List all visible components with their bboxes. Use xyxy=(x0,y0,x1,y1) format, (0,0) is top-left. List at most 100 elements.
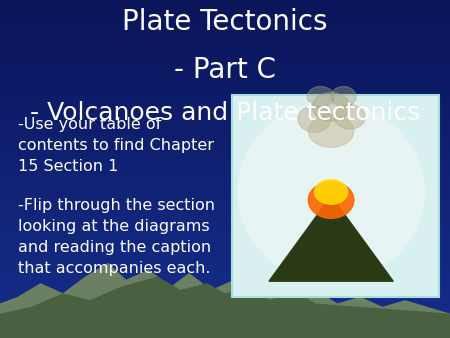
Bar xyxy=(0,237,450,238)
Bar xyxy=(0,252,450,254)
Bar xyxy=(0,134,450,135)
Ellipse shape xyxy=(298,106,331,132)
Bar xyxy=(0,287,450,289)
Bar xyxy=(0,243,450,245)
Bar xyxy=(0,7,450,8)
Polygon shape xyxy=(0,264,450,338)
Bar xyxy=(0,78,450,79)
Bar xyxy=(0,68,450,69)
Bar xyxy=(0,181,450,183)
Bar xyxy=(0,34,450,35)
Bar xyxy=(0,14,450,15)
Bar xyxy=(0,313,450,314)
Bar xyxy=(0,101,450,103)
Bar xyxy=(0,286,450,287)
Bar xyxy=(0,306,450,308)
Bar xyxy=(0,275,450,277)
Bar xyxy=(0,51,450,52)
Bar xyxy=(0,152,450,154)
Bar xyxy=(0,125,450,127)
FancyBboxPatch shape xyxy=(232,95,439,297)
Bar xyxy=(0,117,450,118)
Bar xyxy=(0,216,450,218)
Bar xyxy=(0,84,450,86)
Ellipse shape xyxy=(307,87,334,107)
Bar xyxy=(0,122,450,123)
Bar xyxy=(0,5,450,7)
Bar xyxy=(0,328,450,330)
Bar xyxy=(0,270,450,272)
Bar xyxy=(0,204,450,206)
Text: - Volcanoes and Plate tectonics: - Volcanoes and Plate tectonics xyxy=(30,101,420,125)
Bar xyxy=(0,259,450,260)
Bar xyxy=(0,189,450,191)
Bar xyxy=(0,110,450,112)
Bar xyxy=(0,210,450,211)
Bar xyxy=(0,198,450,199)
Bar xyxy=(0,274,450,275)
Bar xyxy=(0,162,450,164)
Bar xyxy=(0,137,450,139)
Bar xyxy=(0,284,450,286)
Ellipse shape xyxy=(331,87,356,107)
Bar xyxy=(0,208,450,210)
Ellipse shape xyxy=(312,93,350,121)
Bar xyxy=(0,301,450,303)
Bar xyxy=(0,54,450,56)
Bar xyxy=(0,32,450,34)
Bar xyxy=(0,154,450,155)
Bar xyxy=(0,49,450,51)
Ellipse shape xyxy=(334,105,365,129)
Bar xyxy=(0,81,450,83)
Bar xyxy=(0,115,450,117)
Bar xyxy=(0,132,450,134)
Bar xyxy=(0,118,450,120)
Bar xyxy=(0,103,450,105)
Bar xyxy=(0,172,450,174)
Bar xyxy=(0,127,450,128)
Bar xyxy=(0,193,450,194)
Bar xyxy=(0,98,450,100)
Bar xyxy=(0,61,450,63)
Text: -Use your table of
contents to find Chapter
15 Section 1: -Use your table of contents to find Chap… xyxy=(18,117,214,174)
Bar xyxy=(0,245,450,247)
Bar xyxy=(0,157,450,159)
Bar xyxy=(0,139,450,140)
Bar xyxy=(0,188,450,189)
Bar xyxy=(0,171,450,172)
Bar xyxy=(0,194,450,196)
Bar xyxy=(0,69,450,71)
Bar xyxy=(0,299,450,301)
Bar xyxy=(0,76,450,78)
Bar xyxy=(0,265,450,267)
Bar xyxy=(0,27,450,29)
Bar xyxy=(0,292,450,294)
Bar xyxy=(0,199,450,201)
Bar xyxy=(0,230,450,232)
Bar xyxy=(0,232,450,233)
Bar xyxy=(0,56,450,57)
Bar xyxy=(0,179,450,181)
Bar xyxy=(0,294,450,296)
Text: -Flip through the section
looking at the diagrams
and reading the caption
that a: -Flip through the section looking at the… xyxy=(18,198,215,276)
Bar xyxy=(0,144,450,145)
Bar xyxy=(0,161,450,162)
Bar xyxy=(0,174,450,176)
Bar xyxy=(0,79,450,81)
Bar xyxy=(0,255,450,257)
Bar xyxy=(0,123,450,125)
Bar xyxy=(0,226,450,228)
Bar xyxy=(0,331,450,333)
Bar xyxy=(0,120,450,122)
Bar xyxy=(0,37,450,39)
Bar xyxy=(0,228,450,230)
Bar xyxy=(0,235,450,237)
Bar xyxy=(0,269,450,270)
Bar xyxy=(0,282,450,284)
Bar xyxy=(0,88,450,90)
Bar xyxy=(0,191,450,193)
Bar xyxy=(0,308,450,309)
Bar xyxy=(0,47,450,49)
Ellipse shape xyxy=(308,115,354,147)
Bar xyxy=(0,164,450,166)
